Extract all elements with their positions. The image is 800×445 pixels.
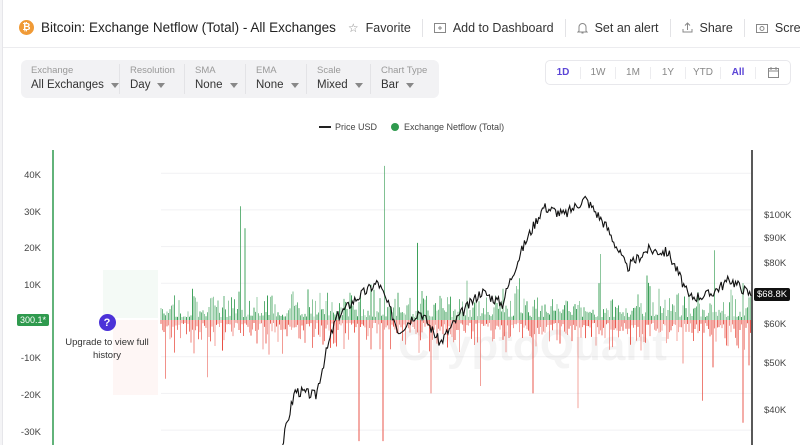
caret-down-icon bbox=[405, 82, 414, 88]
price-tick: $90K bbox=[764, 233, 787, 244]
y-tick: -30K bbox=[20, 427, 41, 438]
price-tick: $60K bbox=[764, 319, 787, 330]
camera-icon bbox=[755, 23, 768, 33]
legend-netflow[interactable]: Exchange Netflow (Total) bbox=[404, 122, 505, 132]
y-tick: 10K bbox=[24, 280, 41, 291]
question-icon[interactable]: ? bbox=[98, 314, 116, 331]
legend-price[interactable]: Price USD bbox=[335, 122, 378, 132]
page-title: Bitcoin: Exchange Netflow (Total) - All … bbox=[41, 20, 336, 35]
caret-down-icon bbox=[354, 82, 363, 88]
caret-down-icon bbox=[110, 82, 119, 88]
share-button[interactable]: Share bbox=[669, 18, 744, 37]
scale-select[interactable]: Scale Mixed bbox=[307, 64, 371, 94]
range-1d[interactable]: 1D bbox=[546, 66, 581, 79]
calendar-button[interactable] bbox=[756, 66, 790, 79]
set-alert-button[interactable]: Set an alert bbox=[564, 18, 670, 37]
range-1y[interactable]: 1Y bbox=[651, 66, 686, 79]
header-bar: ₿ Bitcoin: Exchange Netflow (Total) - Al… bbox=[3, 8, 800, 48]
caret-down-icon bbox=[229, 82, 238, 88]
favorite-button[interactable]: ☆ Favorite bbox=[347, 20, 411, 35]
caret-down-icon bbox=[157, 82, 166, 88]
y-tick: 40K bbox=[24, 170, 41, 181]
star-icon: ☆ bbox=[347, 20, 359, 35]
chart-controls: Exchange All Exchanges Resolution Day SMA N… bbox=[21, 60, 439, 98]
chart-legend: Price USD Exchange Netflow (Total) bbox=[319, 122, 504, 132]
chart-plot[interactable]: CryptoQuant bbox=[3, 0, 800, 445]
y-tick: 30K bbox=[24, 207, 41, 218]
add-to-dashboard-button[interactable]: Add to Dashboard bbox=[421, 18, 565, 37]
price-tick: $50K bbox=[764, 358, 787, 369]
price-tick: $100K bbox=[764, 210, 792, 221]
resolution-select[interactable]: Resolution Day bbox=[120, 64, 185, 94]
y-tick: 20K bbox=[24, 243, 41, 254]
calendar-icon bbox=[767, 66, 779, 78]
current-price-tag: $68.8K bbox=[754, 288, 791, 301]
add-dashboard-icon bbox=[433, 22, 446, 33]
screenshot-button[interactable]: Screenshot bbox=[743, 18, 800, 37]
price-tick: $40K bbox=[764, 405, 787, 416]
time-range-selector: 1D 1W 1M 1Y YTD All bbox=[545, 60, 791, 85]
bitcoin-icon: ₿ bbox=[19, 20, 34, 35]
current-netflow-tag: 300.1* bbox=[17, 314, 50, 326]
range-all[interactable]: All bbox=[721, 66, 756, 79]
header-actions: ☆ Favorite Add to Dashboard Set an alert … bbox=[347, 18, 800, 37]
upgrade-text[interactable]: Upgrade to view full history bbox=[65, 337, 149, 361]
caret-down-icon bbox=[290, 82, 299, 88]
chart-type-select[interactable]: Chart Type Bar bbox=[381, 65, 428, 91]
exchange-select[interactable]: Exchange All Exchanges bbox=[21, 64, 120, 94]
price-legend-line-icon bbox=[319, 126, 331, 128]
y-tick: -10K bbox=[20, 353, 41, 364]
range-ytd[interactable]: YTD bbox=[686, 66, 721, 79]
bell-icon bbox=[576, 22, 588, 34]
upgrade-prompt[interactable]: ? Upgrade to view full history bbox=[59, 314, 155, 362]
y-tick: -20K bbox=[20, 390, 41, 401]
share-icon bbox=[682, 22, 693, 33]
range-1m[interactable]: 1M bbox=[616, 66, 651, 79]
range-1w[interactable]: 1W bbox=[581, 66, 616, 79]
sma-select[interactable]: SMA None bbox=[185, 64, 246, 94]
ema-select[interactable]: EMA None bbox=[246, 64, 307, 94]
price-tick: $80K bbox=[764, 258, 787, 269]
netflow-legend-dot-icon bbox=[391, 123, 400, 131]
